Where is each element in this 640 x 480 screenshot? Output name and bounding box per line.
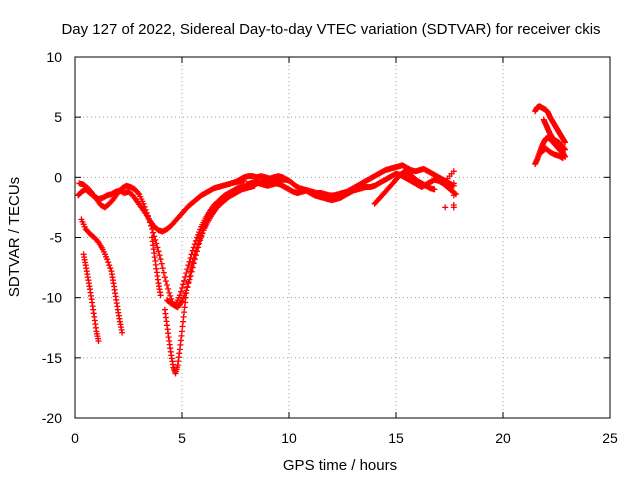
data-point — [187, 268, 194, 275]
data-point — [197, 226, 204, 233]
data-point — [562, 139, 569, 146]
data-point — [143, 209, 150, 216]
data-point — [450, 168, 457, 175]
x-tick-label: 25 — [602, 430, 618, 446]
data-point — [450, 180, 457, 187]
data-point — [180, 281, 187, 288]
x-tick-label: 5 — [178, 430, 186, 446]
y-tick-label: 5 — [54, 109, 62, 125]
data-point — [197, 235, 204, 242]
y-tick-label: 0 — [54, 169, 62, 185]
data-point — [164, 282, 170, 288]
data-point — [187, 255, 194, 261]
data-point — [189, 247, 196, 254]
y-tick-label: -20 — [42, 410, 62, 426]
data-point — [153, 240, 160, 247]
data-points — [75, 103, 569, 377]
data-point — [157, 256, 164, 263]
grid — [75, 57, 610, 418]
data-point — [160, 269, 167, 276]
data-point — [195, 231, 202, 238]
data-point — [192, 237, 199, 244]
data-point — [185, 279, 192, 285]
x-tick-label: 0 — [71, 430, 79, 446]
y-axis-label: SDTVAR / TECUs — [6, 177, 23, 297]
data-point — [184, 284, 191, 291]
data-point — [156, 252, 163, 259]
plot-frame — [74, 56, 611, 419]
axis-ticks: 0 5 10 15 20 25 -20 -15 -10 -5 0 5 10 — [42, 49, 618, 446]
data-point — [183, 289, 190, 296]
data-point — [185, 262, 192, 269]
data-point — [189, 259, 196, 266]
data-point — [559, 155, 566, 162]
data-point — [148, 222, 154, 229]
data-point — [150, 229, 157, 236]
data-point — [166, 289, 173, 296]
data-point — [184, 266, 191, 273]
data-point — [562, 146, 569, 153]
x-axis-label: GPS time / hours — [283, 457, 397, 474]
data-point — [176, 292, 183, 299]
data-point — [140, 200, 147, 207]
data-point — [179, 298, 185, 305]
data-point — [194, 234, 200, 241]
data-point — [196, 229, 203, 236]
data-point — [188, 264, 195, 270]
x-tick-label: 10 — [281, 430, 297, 446]
data-point — [107, 265, 114, 272]
data-point — [95, 338, 102, 344]
y-tick-label: -15 — [42, 350, 62, 366]
data-point — [167, 292, 174, 299]
data-point — [191, 241, 198, 248]
data-point — [181, 277, 188, 284]
data-point — [149, 226, 155, 233]
data-point — [159, 265, 166, 272]
data-point — [119, 329, 126, 336]
data-point — [104, 256, 111, 263]
y-tick-label: 10 — [46, 49, 62, 65]
data-point — [190, 244, 197, 251]
data-point — [154, 244, 161, 251]
data-point — [177, 288, 184, 295]
data-point — [162, 278, 169, 285]
x-tick-label: 15 — [388, 430, 404, 446]
data-point — [179, 285, 185, 291]
data-point — [145, 216, 152, 223]
data-point — [105, 259, 112, 266]
data-point — [142, 206, 149, 213]
data-point — [155, 248, 162, 255]
data-point — [188, 251, 195, 258]
data-point — [158, 260, 165, 267]
data-point — [442, 204, 449, 211]
y-tick-label: -10 — [42, 290, 62, 306]
data-point — [431, 186, 438, 193]
data-point — [106, 262, 113, 269]
data-point — [450, 192, 457, 199]
data-point — [161, 274, 168, 281]
data-point — [450, 204, 457, 211]
data-point — [144, 212, 151, 219]
data-point — [165, 285, 172, 292]
chart-title: Day 127 of 2022, Sidereal Day-to-day VTE… — [61, 21, 600, 38]
data-point — [141, 203, 148, 210]
data-point — [157, 292, 164, 299]
data-point — [146, 219, 153, 226]
data-point — [182, 273, 189, 280]
data-point — [135, 190, 142, 196]
x-tick-label: 20 — [495, 430, 511, 446]
data-point — [186, 258, 193, 265]
data-point — [199, 230, 206, 236]
data-point — [183, 270, 190, 276]
data-point — [198, 232, 205, 239]
y-tick-label: -5 — [50, 230, 63, 246]
